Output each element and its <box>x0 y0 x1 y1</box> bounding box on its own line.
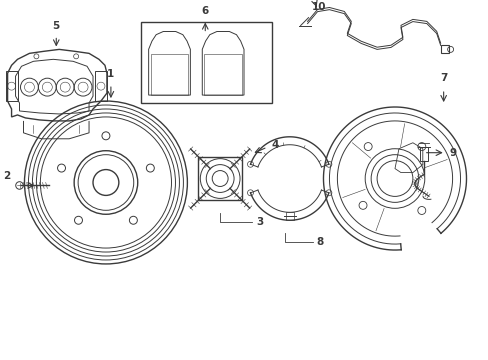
Text: 5: 5 <box>53 21 60 31</box>
Bar <box>141 22 271 103</box>
Bar <box>440 45 447 53</box>
Bar <box>5 71 18 101</box>
Text: 1: 1 <box>107 69 114 79</box>
Bar <box>285 212 293 220</box>
Text: 4: 4 <box>271 140 278 150</box>
Bar <box>419 147 427 161</box>
Text: 7: 7 <box>439 73 447 83</box>
Text: 6: 6 <box>201 6 208 15</box>
Text: 10: 10 <box>311 2 325 12</box>
Text: 8: 8 <box>316 237 323 247</box>
Text: 9: 9 <box>448 148 456 158</box>
Text: 2: 2 <box>3 171 10 181</box>
Bar <box>95 71 107 101</box>
Bar <box>198 157 242 201</box>
Text: 3: 3 <box>255 217 263 227</box>
